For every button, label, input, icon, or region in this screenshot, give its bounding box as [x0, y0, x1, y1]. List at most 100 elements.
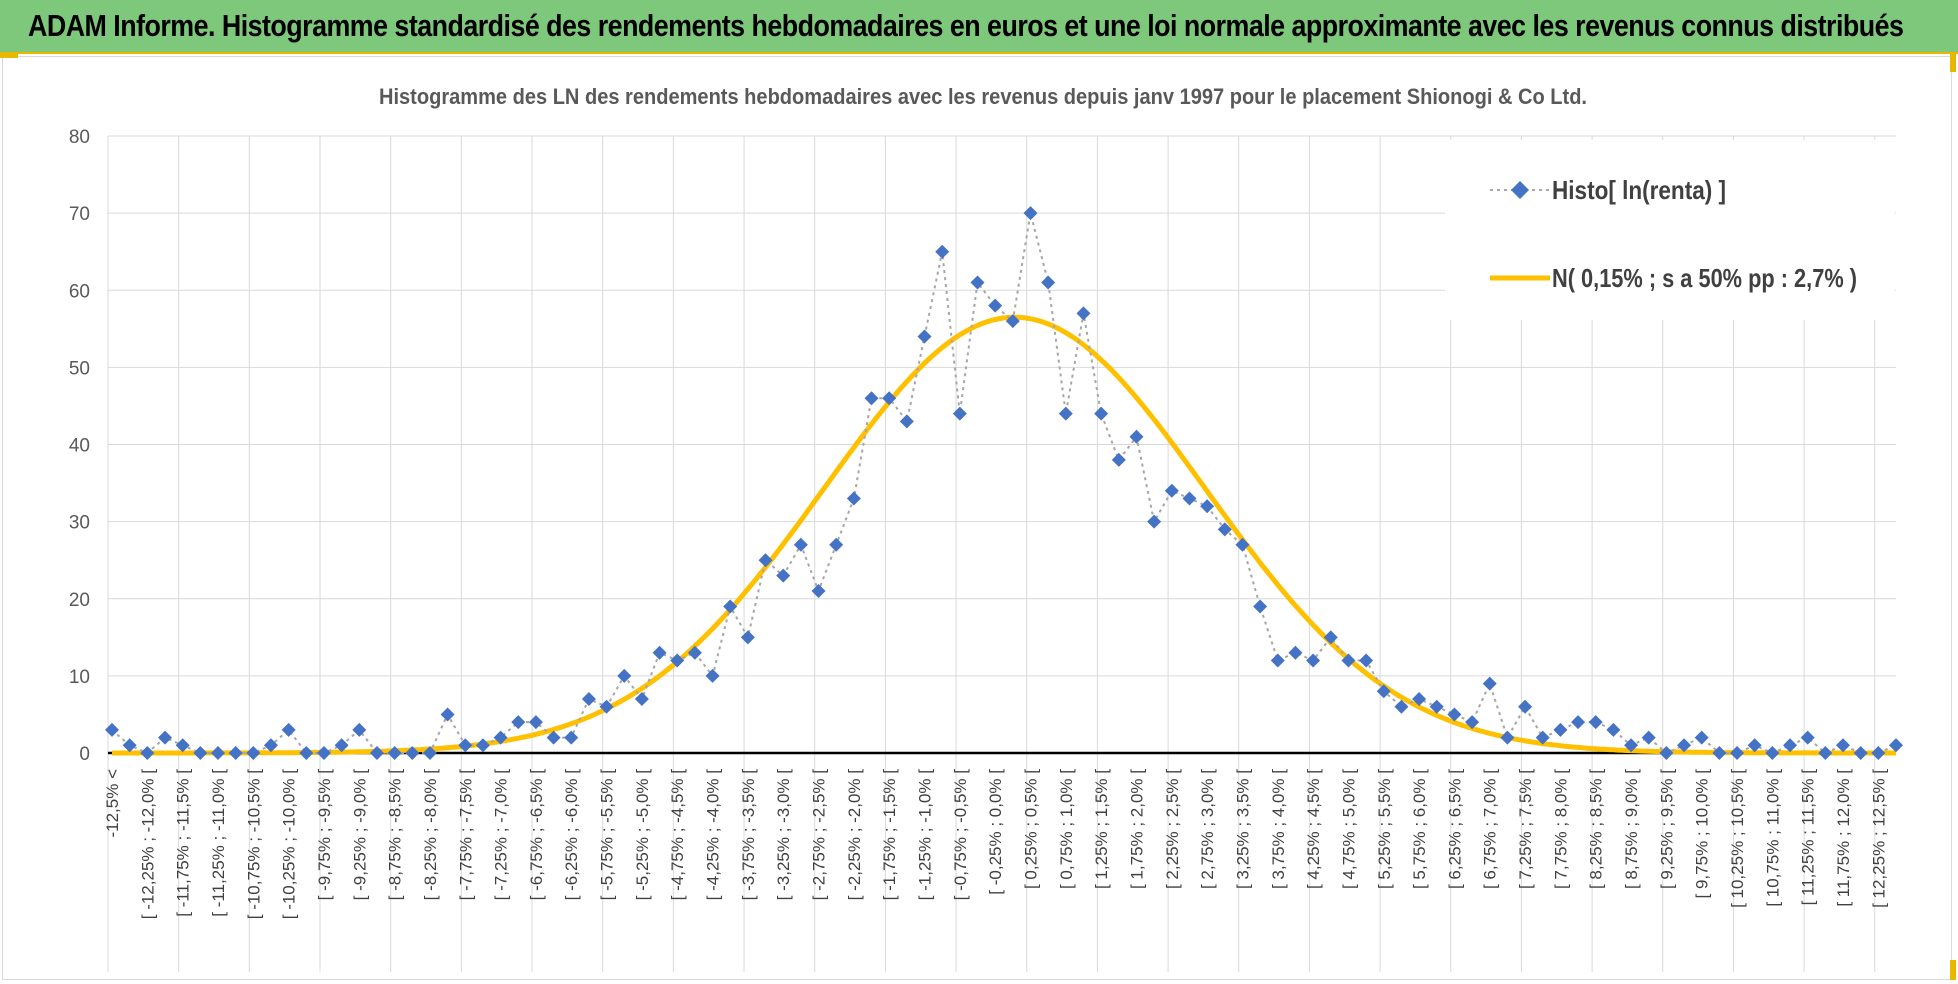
x-tick-label: [ -12,25% ; -12,0% [	[138, 769, 157, 920]
x-tick-label: [ -6,25% ; -6,0% [	[562, 769, 581, 901]
histogram-point	[405, 746, 420, 760]
histogram-point	[634, 692, 649, 707]
histogram-point	[1429, 699, 1444, 714]
x-tick-label: [ -4,25% ; -4,0% [	[704, 769, 723, 901]
x-tick-label: [ 1,75% ; 2,0% [	[1127, 769, 1146, 889]
histogram-point	[458, 738, 473, 753]
histogram-point	[1518, 699, 1533, 714]
histogram-point	[1359, 653, 1374, 668]
histogram-point	[846, 491, 861, 506]
histogram-point	[1482, 676, 1497, 691]
histogram-point	[1641, 730, 1656, 745]
x-tick-label: [ 7,75% ; 8,0% [	[1551, 769, 1570, 889]
histogram-point	[281, 722, 296, 737]
histogram-point	[528, 715, 543, 730]
x-tick-label: [ 10,75% ; 11,0% [	[1763, 769, 1782, 907]
legend-normal-label: N( 0,15% ; s a 50% pp : 2,7% )	[1552, 263, 1857, 293]
frame-corner-marker	[1950, 52, 1956, 72]
x-tick-label: [ 9,25% ; 9,5% [	[1657, 769, 1676, 889]
x-tick-label: [ -1,75% ; -1,5% [	[880, 769, 899, 901]
histogram-point	[1200, 499, 1215, 514]
histogram-point	[1129, 429, 1144, 444]
histogram-point	[1747, 738, 1762, 753]
histogram-point	[599, 699, 614, 714]
histogram-point	[1111, 452, 1126, 467]
histogram-point	[917, 329, 932, 344]
y-axis-ticks: 0 10 20 30 40 50 60 70 80	[69, 127, 90, 765]
x-tick-label: [ -6,75% ; -6,5% [	[527, 769, 546, 901]
x-tick-label: [ 5,25% ; 5,5% [	[1375, 769, 1394, 889]
x-tick-label: [ 8,25% ; 8,5% [	[1587, 769, 1606, 889]
histogram-point	[228, 746, 243, 760]
legend-background	[1445, 140, 1895, 320]
histogram-point	[670, 653, 685, 668]
x-tick-label: [ -9,25% ; -9,0% [	[350, 769, 369, 901]
histogram-point	[1394, 699, 1409, 714]
x-tick-label: [ -3,25% ; -3,0% [	[774, 769, 793, 901]
histogram-point	[263, 738, 278, 753]
histogram-point	[793, 537, 808, 552]
histogram-point	[422, 746, 437, 760]
x-tick-label: [ 6,75% ; 7,0% [	[1481, 769, 1500, 889]
histogram-point	[1889, 738, 1903, 753]
histogram-point	[210, 746, 225, 760]
histogram-point	[952, 406, 967, 421]
histogram-point	[1836, 738, 1851, 753]
histogram-point	[1871, 746, 1886, 760]
histogram-point	[1005, 314, 1020, 329]
histogram-point	[1712, 746, 1727, 760]
histogram-point	[1164, 483, 1179, 498]
histogram-point	[1677, 738, 1692, 753]
x-tick-label: [ 6,25% ; 6,5% [	[1445, 769, 1464, 889]
x-tick-label: [ -9,75% ; -9,5% [	[315, 769, 334, 901]
histogram-point	[246, 746, 261, 760]
histogram-point	[140, 746, 155, 760]
histogram-point	[935, 244, 950, 259]
histogram-point	[1041, 275, 1056, 290]
histogram-point	[1253, 599, 1268, 614]
histogram-point	[988, 298, 1003, 313]
frame-corner-marker	[1950, 960, 1956, 980]
histogram-point	[546, 730, 561, 745]
histogram-markers	[105, 206, 1903, 760]
x-tick-label: [ 9,75% ; 10,0% [	[1693, 769, 1712, 899]
histogram-point	[105, 722, 119, 737]
histogram-point	[493, 730, 508, 745]
x-tick-label: [ 12,25% ; 12,5% [	[1869, 769, 1888, 908]
x-tick-label: [ 7,25% ; 7,5% [	[1516, 769, 1535, 889]
histogram-point	[387, 746, 402, 760]
x-tick-label: [ -7,25% ; -7,0% [	[492, 769, 511, 901]
histogram-point	[1447, 707, 1462, 722]
x-tick-label: [ 3,25% ; 3,5% [	[1233, 769, 1252, 889]
histogram-point	[1094, 406, 1109, 421]
y-tick-label: 0	[79, 744, 90, 765]
x-tick-label: [ -0,75% ; -0,5% [	[951, 769, 970, 901]
histogram-point	[829, 537, 844, 552]
x-tick-label: [ -3,75% ; -3,5% [	[739, 769, 758, 901]
histogram-point	[440, 707, 455, 722]
x-tick-label: [ 11,25% ; 11,5% [	[1799, 769, 1818, 906]
histogram-point	[811, 584, 826, 599]
x-tick-label: [ -0,25% ; 0,0% [	[986, 769, 1005, 895]
histogram-point	[740, 630, 755, 645]
x-tick-label: [ 3,75% ; 4,0% [	[1269, 769, 1288, 889]
histogram-point	[1800, 730, 1815, 745]
histogram-point	[352, 722, 367, 737]
histogram-point	[1058, 406, 1073, 421]
histogram-point	[723, 599, 738, 614]
histogram-point	[1818, 746, 1833, 760]
y-tick-label: 10	[69, 667, 90, 688]
histogram-point	[1217, 522, 1232, 537]
y-tick-label: 70	[69, 204, 90, 225]
histogram-point	[1023, 206, 1038, 221]
histogram-point	[864, 391, 879, 406]
histogram-point	[705, 668, 720, 683]
histogram-point	[1341, 653, 1356, 668]
histogram-point	[334, 738, 349, 753]
x-tick-label: [ -5,25% ; -5,0% [	[633, 769, 652, 901]
x-tick-label: [ 11,75% ; 12,0% [	[1834, 769, 1853, 907]
report-banner: ADAM Informe. Histogramme standardisé de…	[0, 0, 1958, 54]
histogram-point	[1553, 722, 1568, 737]
histogram-point	[1235, 537, 1250, 552]
frame-corner-marker	[0, 52, 18, 58]
